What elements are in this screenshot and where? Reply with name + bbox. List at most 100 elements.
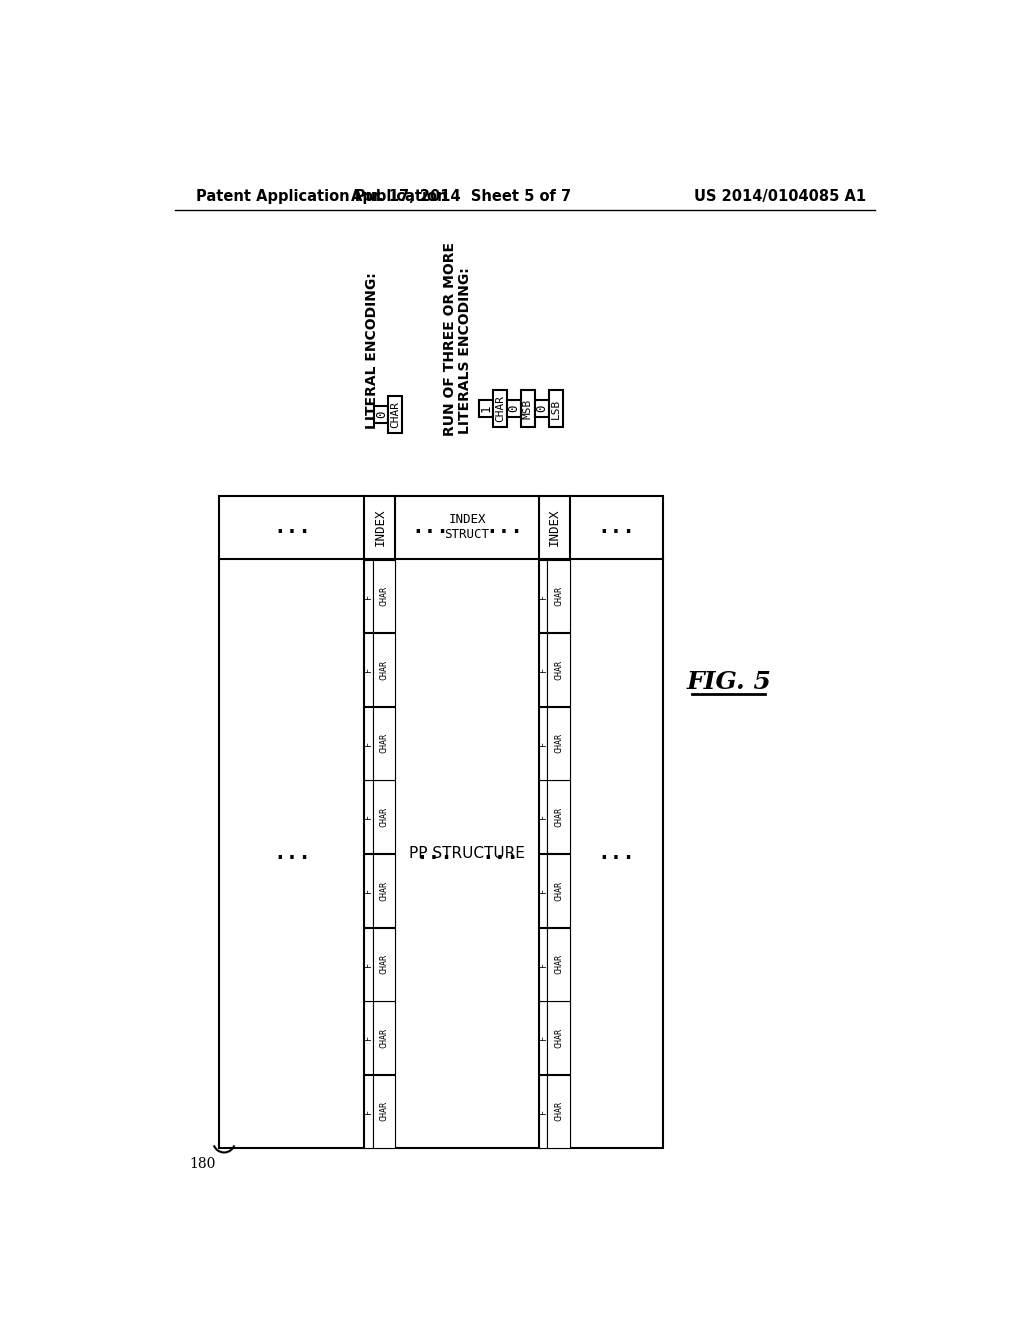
Text: 0: 0 [375, 411, 388, 418]
Text: F: F [539, 1035, 548, 1040]
Text: CHAR: CHAR [380, 734, 389, 754]
Bar [365, 928, 373, 1001]
Text: CHAR: CHAR [495, 395, 505, 422]
Bar [547, 780, 569, 853]
Bar [547, 928, 569, 1001]
Text: ...: ... [415, 843, 453, 863]
Text: ...: ... [597, 517, 635, 537]
Bar [365, 634, 373, 706]
Text: CHAR: CHAR [554, 880, 563, 900]
Text: CHAR: CHAR [380, 660, 389, 680]
Text: PP STRUCTURE: PP STRUCTURE [410, 846, 525, 861]
Text: CHAR: CHAR [380, 954, 389, 974]
Bar [373, 780, 395, 853]
Bar [375, 405, 388, 422]
Text: CHAR: CHAR [554, 660, 563, 680]
Bar [373, 634, 395, 706]
Bar [365, 560, 373, 632]
Bar [373, 1074, 395, 1148]
Bar [539, 1074, 547, 1148]
Text: CHAR: CHAR [554, 954, 563, 974]
Text: CHAR: CHAR [390, 400, 400, 428]
Bar [373, 560, 395, 632]
Text: ...: ... [481, 843, 519, 863]
Text: CHAR: CHAR [380, 586, 389, 606]
Text: MSB: MSB [523, 399, 532, 418]
Bar [493, 391, 507, 428]
Bar [373, 854, 395, 927]
Text: CHAR: CHAR [380, 1101, 389, 1122]
Bar [373, 706, 395, 780]
Text: F: F [539, 814, 548, 820]
Text: F: F [539, 741, 548, 746]
Bar [219, 496, 663, 1148]
Bar [539, 854, 547, 927]
Bar [373, 928, 395, 1001]
Bar [547, 1002, 569, 1074]
Text: Apr. 17, 2014  Sheet 5 of 7: Apr. 17, 2014 Sheet 5 of 7 [351, 189, 571, 203]
Text: INDEX: INDEX [374, 508, 386, 546]
Text: FIG. 5: FIG. 5 [686, 671, 771, 694]
Text: US 2014/0104085 A1: US 2014/0104085 A1 [693, 189, 866, 203]
Text: Patent Application Publication: Patent Application Publication [197, 189, 447, 203]
Text: F: F [365, 741, 373, 746]
Text: F: F [539, 888, 548, 894]
Bar [547, 854, 569, 927]
Text: CHAR: CHAR [380, 880, 389, 900]
Text: ...: ... [412, 517, 450, 537]
Bar [539, 634, 547, 706]
Text: F: F [365, 1035, 373, 1040]
Text: INDEX: INDEX [548, 508, 561, 546]
Text: F: F [365, 962, 373, 966]
Text: LITERAL ENCODING:: LITERAL ENCODING: [366, 272, 379, 429]
Text: F: F [365, 667, 373, 672]
Text: CHAR: CHAR [380, 1028, 389, 1048]
Text: ...: ... [597, 843, 635, 863]
Text: F: F [365, 888, 373, 894]
Text: F: F [539, 962, 548, 966]
Text: CHAR: CHAR [554, 586, 563, 606]
Text: RUN OF THREE OR MORE: RUN OF THREE OR MORE [442, 243, 457, 437]
Text: F: F [539, 594, 548, 598]
Text: 180: 180 [189, 1158, 216, 1171]
Bar [539, 928, 547, 1001]
Bar [547, 634, 569, 706]
Text: INDEX
STRUCT: INDEX STRUCT [444, 513, 489, 541]
Text: 0: 0 [536, 405, 548, 412]
Bar [365, 780, 373, 853]
Text: LITERALS ENCODING:: LITERALS ENCODING: [458, 268, 472, 434]
Bar [365, 1002, 373, 1074]
Bar [388, 396, 402, 433]
Bar [539, 560, 547, 632]
Bar [479, 400, 493, 417]
Bar [539, 706, 547, 780]
Text: CHAR: CHAR [554, 1028, 563, 1048]
Text: F: F [365, 814, 373, 820]
Bar [365, 1074, 373, 1148]
Text: CHAR: CHAR [554, 734, 563, 754]
Text: ...: ... [273, 843, 311, 863]
Bar [373, 1002, 395, 1074]
Text: 1: 1 [479, 405, 493, 412]
Bar [539, 1002, 547, 1074]
Text: CHAR: CHAR [380, 807, 389, 826]
Text: F: F [539, 667, 548, 672]
Bar [547, 560, 569, 632]
Text: ...: ... [485, 517, 523, 537]
Bar [547, 1074, 569, 1148]
Bar [549, 391, 563, 428]
Bar [507, 400, 521, 417]
Text: CHAR: CHAR [554, 807, 563, 826]
Text: 0: 0 [508, 405, 520, 412]
Text: ...: ... [273, 517, 311, 537]
Text: LSB: LSB [551, 399, 561, 418]
Bar [539, 780, 547, 853]
Bar [521, 391, 535, 428]
Text: F: F [365, 594, 373, 598]
Text: CHAR: CHAR [554, 1101, 563, 1122]
Bar [535, 400, 549, 417]
Text: F: F [539, 1109, 548, 1114]
Bar [365, 854, 373, 927]
Bar [547, 706, 569, 780]
Bar [365, 706, 373, 780]
